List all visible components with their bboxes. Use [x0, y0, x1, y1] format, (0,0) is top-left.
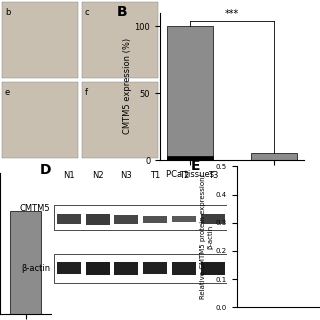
Text: T3: T3 [208, 171, 218, 180]
FancyBboxPatch shape [114, 215, 139, 224]
FancyBboxPatch shape [201, 214, 225, 224]
Text: β-actin: β-actin [21, 264, 50, 273]
Text: N1: N1 [63, 171, 75, 180]
Text: B: B [117, 5, 127, 20]
FancyBboxPatch shape [172, 262, 196, 275]
Text: e: e [5, 88, 10, 97]
Text: T1: T1 [150, 171, 160, 180]
FancyBboxPatch shape [57, 214, 81, 224]
FancyBboxPatch shape [201, 262, 225, 275]
Bar [251, 153, 298, 160]
Text: N2: N2 [92, 171, 103, 180]
Text: T2: T2 [179, 171, 189, 180]
Text: D: D [40, 163, 52, 177]
FancyBboxPatch shape [85, 214, 110, 225]
Text: c: c [85, 8, 89, 17]
FancyBboxPatch shape [85, 262, 110, 275]
Bar [10, 211, 41, 314]
FancyBboxPatch shape [82, 82, 158, 158]
FancyBboxPatch shape [114, 262, 139, 275]
FancyBboxPatch shape [143, 262, 167, 275]
Text: b: b [5, 8, 10, 17]
Y-axis label: CMTM5 expression (%): CMTM5 expression (%) [123, 38, 132, 134]
FancyBboxPatch shape [82, 2, 158, 78]
Y-axis label: Relative CMTM5 protein expression/
β-actin: Relative CMTM5 protein expression/ β-act… [200, 174, 213, 299]
Text: CMTM5: CMTM5 [20, 204, 50, 213]
Text: f: f [85, 88, 88, 97]
Text: E: E [191, 159, 201, 173]
Bar [166, 26, 213, 160]
Text: ***: *** [225, 10, 239, 20]
FancyBboxPatch shape [2, 2, 78, 78]
FancyBboxPatch shape [172, 216, 196, 222]
Bar [166, 156, 213, 160]
Text: N3: N3 [121, 171, 132, 180]
FancyBboxPatch shape [143, 215, 167, 223]
FancyBboxPatch shape [57, 262, 81, 275]
FancyBboxPatch shape [2, 82, 78, 158]
